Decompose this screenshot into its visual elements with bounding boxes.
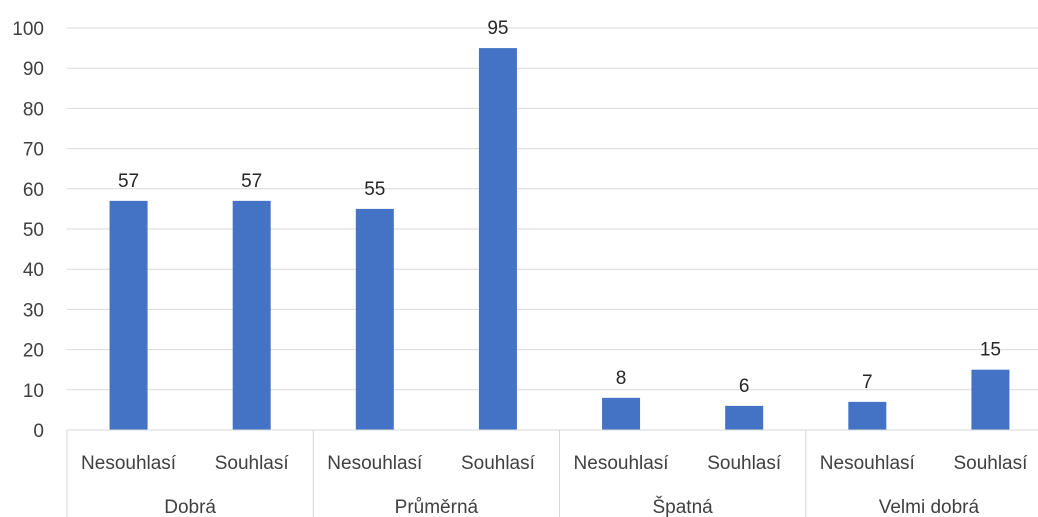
data-label: 55 bbox=[364, 179, 385, 200]
bar bbox=[848, 401, 887, 430]
x-group-label: Špatná bbox=[653, 496, 714, 517]
data-label: 8 bbox=[616, 368, 627, 389]
x-category-label: Souhlasí bbox=[215, 453, 290, 474]
x-group-label: Velmi dobrá bbox=[879, 497, 980, 517]
x-category-label: Nesouhlasí bbox=[327, 453, 423, 474]
y-tick-label: 20 bbox=[23, 341, 44, 362]
y-tick-label: 100 bbox=[12, 19, 44, 40]
y-tick-label: 50 bbox=[23, 220, 44, 241]
bar bbox=[478, 48, 517, 430]
bar bbox=[109, 200, 148, 430]
bar bbox=[602, 397, 641, 430]
x-group-label: Průměrná bbox=[395, 497, 479, 517]
data-label: 15 bbox=[980, 340, 1001, 361]
x-category-label: Souhlasí bbox=[707, 453, 782, 474]
bar bbox=[971, 369, 1010, 430]
x-category-label: Souhlasí bbox=[461, 453, 536, 474]
data-label: 57 bbox=[241, 171, 262, 192]
x-category-label: Nesouhlasí bbox=[820, 453, 916, 474]
y-tick-label: 90 bbox=[23, 59, 44, 80]
y-tick-label: 40 bbox=[23, 260, 44, 281]
bar bbox=[355, 208, 394, 430]
x-category-label: Nesouhlasí bbox=[81, 453, 177, 474]
bar bbox=[232, 200, 271, 430]
data-label: 57 bbox=[118, 171, 139, 192]
y-tick-label: 60 bbox=[23, 180, 44, 201]
data-label: 95 bbox=[487, 18, 508, 39]
x-category-label: Souhlasí bbox=[953, 453, 1028, 474]
x-group-label: Dobrá bbox=[164, 497, 216, 517]
y-tick-label: 70 bbox=[23, 140, 44, 161]
bar bbox=[725, 405, 764, 430]
x-category-label: Nesouhlasí bbox=[574, 453, 670, 474]
y-tick-label: 30 bbox=[23, 300, 44, 321]
data-label: 6 bbox=[739, 376, 750, 397]
y-tick-label: 10 bbox=[23, 381, 44, 402]
y-tick-label: 80 bbox=[23, 99, 44, 120]
y-tick-label: 0 bbox=[33, 421, 44, 442]
data-label: 7 bbox=[862, 372, 873, 393]
